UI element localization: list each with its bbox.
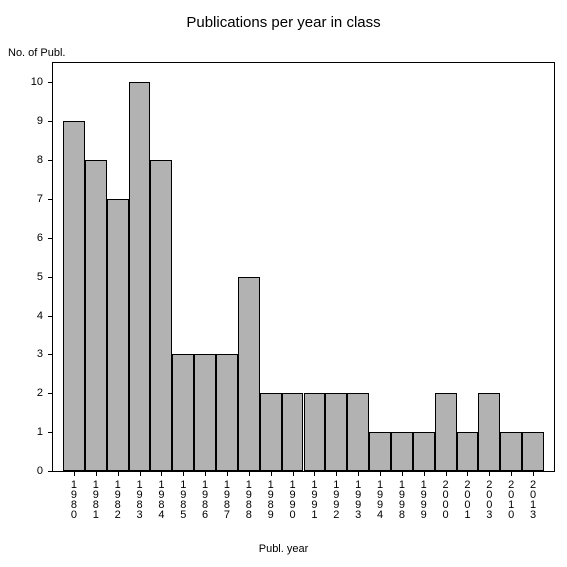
- y-tick: [48, 121, 53, 122]
- x-tick: [467, 471, 468, 476]
- y-tick: [48, 160, 53, 161]
- y-tick: [48, 432, 53, 433]
- y-tick-label: 5: [37, 271, 43, 283]
- bar: [369, 432, 391, 471]
- x-tick: [533, 471, 534, 476]
- bar: [194, 354, 216, 471]
- x-tick: [293, 471, 294, 476]
- x-tick: [380, 471, 381, 476]
- bar: [500, 432, 522, 471]
- bar: [457, 432, 479, 471]
- x-tick: [446, 471, 447, 476]
- bar: [63, 121, 85, 471]
- x-axis-label: Publ. year: [0, 543, 567, 555]
- y-tick-label: 3: [37, 348, 43, 360]
- x-tick-label: 2000: [440, 479, 452, 519]
- x-tick: [424, 471, 425, 476]
- x-tick-label: 1992: [330, 479, 342, 519]
- bars-group: [53, 63, 554, 471]
- x-tick: [118, 471, 119, 476]
- x-tick-label: 1987: [221, 479, 233, 519]
- x-tick: [183, 471, 184, 476]
- y-tick: [48, 277, 53, 278]
- y-tick-label: 7: [37, 193, 43, 205]
- y-tick-label: 1: [37, 426, 43, 438]
- x-tick: [271, 471, 272, 476]
- y-tick: [48, 393, 53, 394]
- bar: [216, 354, 238, 471]
- x-tick: [161, 471, 162, 476]
- bar: [347, 393, 369, 471]
- x-tick-label: 1999: [418, 479, 430, 519]
- bar: [413, 432, 435, 471]
- x-tick-label: 1986: [199, 479, 211, 519]
- x-tick: [336, 471, 337, 476]
- bar: [478, 393, 500, 471]
- bar: [150, 160, 172, 471]
- bar: [304, 393, 326, 471]
- bar: [260, 393, 282, 471]
- y-tick-label: 8: [37, 154, 43, 166]
- y-tick: [48, 238, 53, 239]
- x-tick-label: 2013: [527, 479, 539, 519]
- x-tick-label: 1993: [352, 479, 364, 519]
- y-tick-label: 2: [37, 387, 43, 399]
- x-tick-label: 2010: [505, 479, 517, 519]
- y-tick-label: 6: [37, 232, 43, 244]
- x-tick: [96, 471, 97, 476]
- x-tick: [227, 471, 228, 476]
- y-tick: [48, 82, 53, 83]
- x-tick-label: 1989: [265, 479, 277, 519]
- x-tick-label: 1991: [308, 479, 320, 519]
- bar: [107, 199, 129, 471]
- x-tick: [511, 471, 512, 476]
- x-tick: [140, 471, 141, 476]
- bar: [522, 432, 544, 471]
- x-tick: [358, 471, 359, 476]
- x-tick-label: 1998: [396, 479, 408, 519]
- x-tick: [489, 471, 490, 476]
- x-tick-label: 1981: [90, 479, 102, 519]
- x-tick: [249, 471, 250, 476]
- x-tick-label: 1980: [68, 479, 80, 519]
- x-tick-label: 1985: [177, 479, 189, 519]
- bar: [129, 82, 151, 471]
- x-tick-label: 2003: [483, 479, 495, 519]
- y-tick-label: 4: [37, 310, 43, 322]
- bar: [282, 393, 304, 471]
- x-tick-label: 1982: [112, 479, 124, 519]
- x-tick-label: 1983: [134, 479, 146, 519]
- x-tick-label: 1994: [374, 479, 386, 519]
- x-tick-label: 1990: [287, 479, 299, 519]
- x-tick-label: 1988: [243, 479, 255, 519]
- plot-area: 012345678910 198019811982198319841985198…: [52, 62, 555, 472]
- bar: [435, 393, 457, 471]
- bar: [238, 277, 260, 471]
- x-tick-label: 2001: [461, 479, 473, 519]
- y-tick-label: 0: [37, 465, 43, 477]
- chart-title: Publications per year in class: [0, 14, 567, 31]
- bar: [172, 354, 194, 471]
- chart-container: Publications per year in class No. of Pu…: [0, 0, 567, 567]
- y-tick: [48, 354, 53, 355]
- y-tick: [48, 316, 53, 317]
- bar: [85, 160, 107, 471]
- y-tick-label: 9: [37, 115, 43, 127]
- x-tick: [314, 471, 315, 476]
- x-tick-label: 1984: [155, 479, 167, 519]
- y-tick: [48, 471, 53, 472]
- y-tick: [48, 199, 53, 200]
- bar: [325, 393, 347, 471]
- y-axis-label: No. of Publ.: [8, 47, 65, 59]
- bar: [391, 432, 413, 471]
- x-tick: [74, 471, 75, 476]
- y-tick-label: 10: [31, 76, 43, 88]
- x-tick: [205, 471, 206, 476]
- x-tick: [402, 471, 403, 476]
